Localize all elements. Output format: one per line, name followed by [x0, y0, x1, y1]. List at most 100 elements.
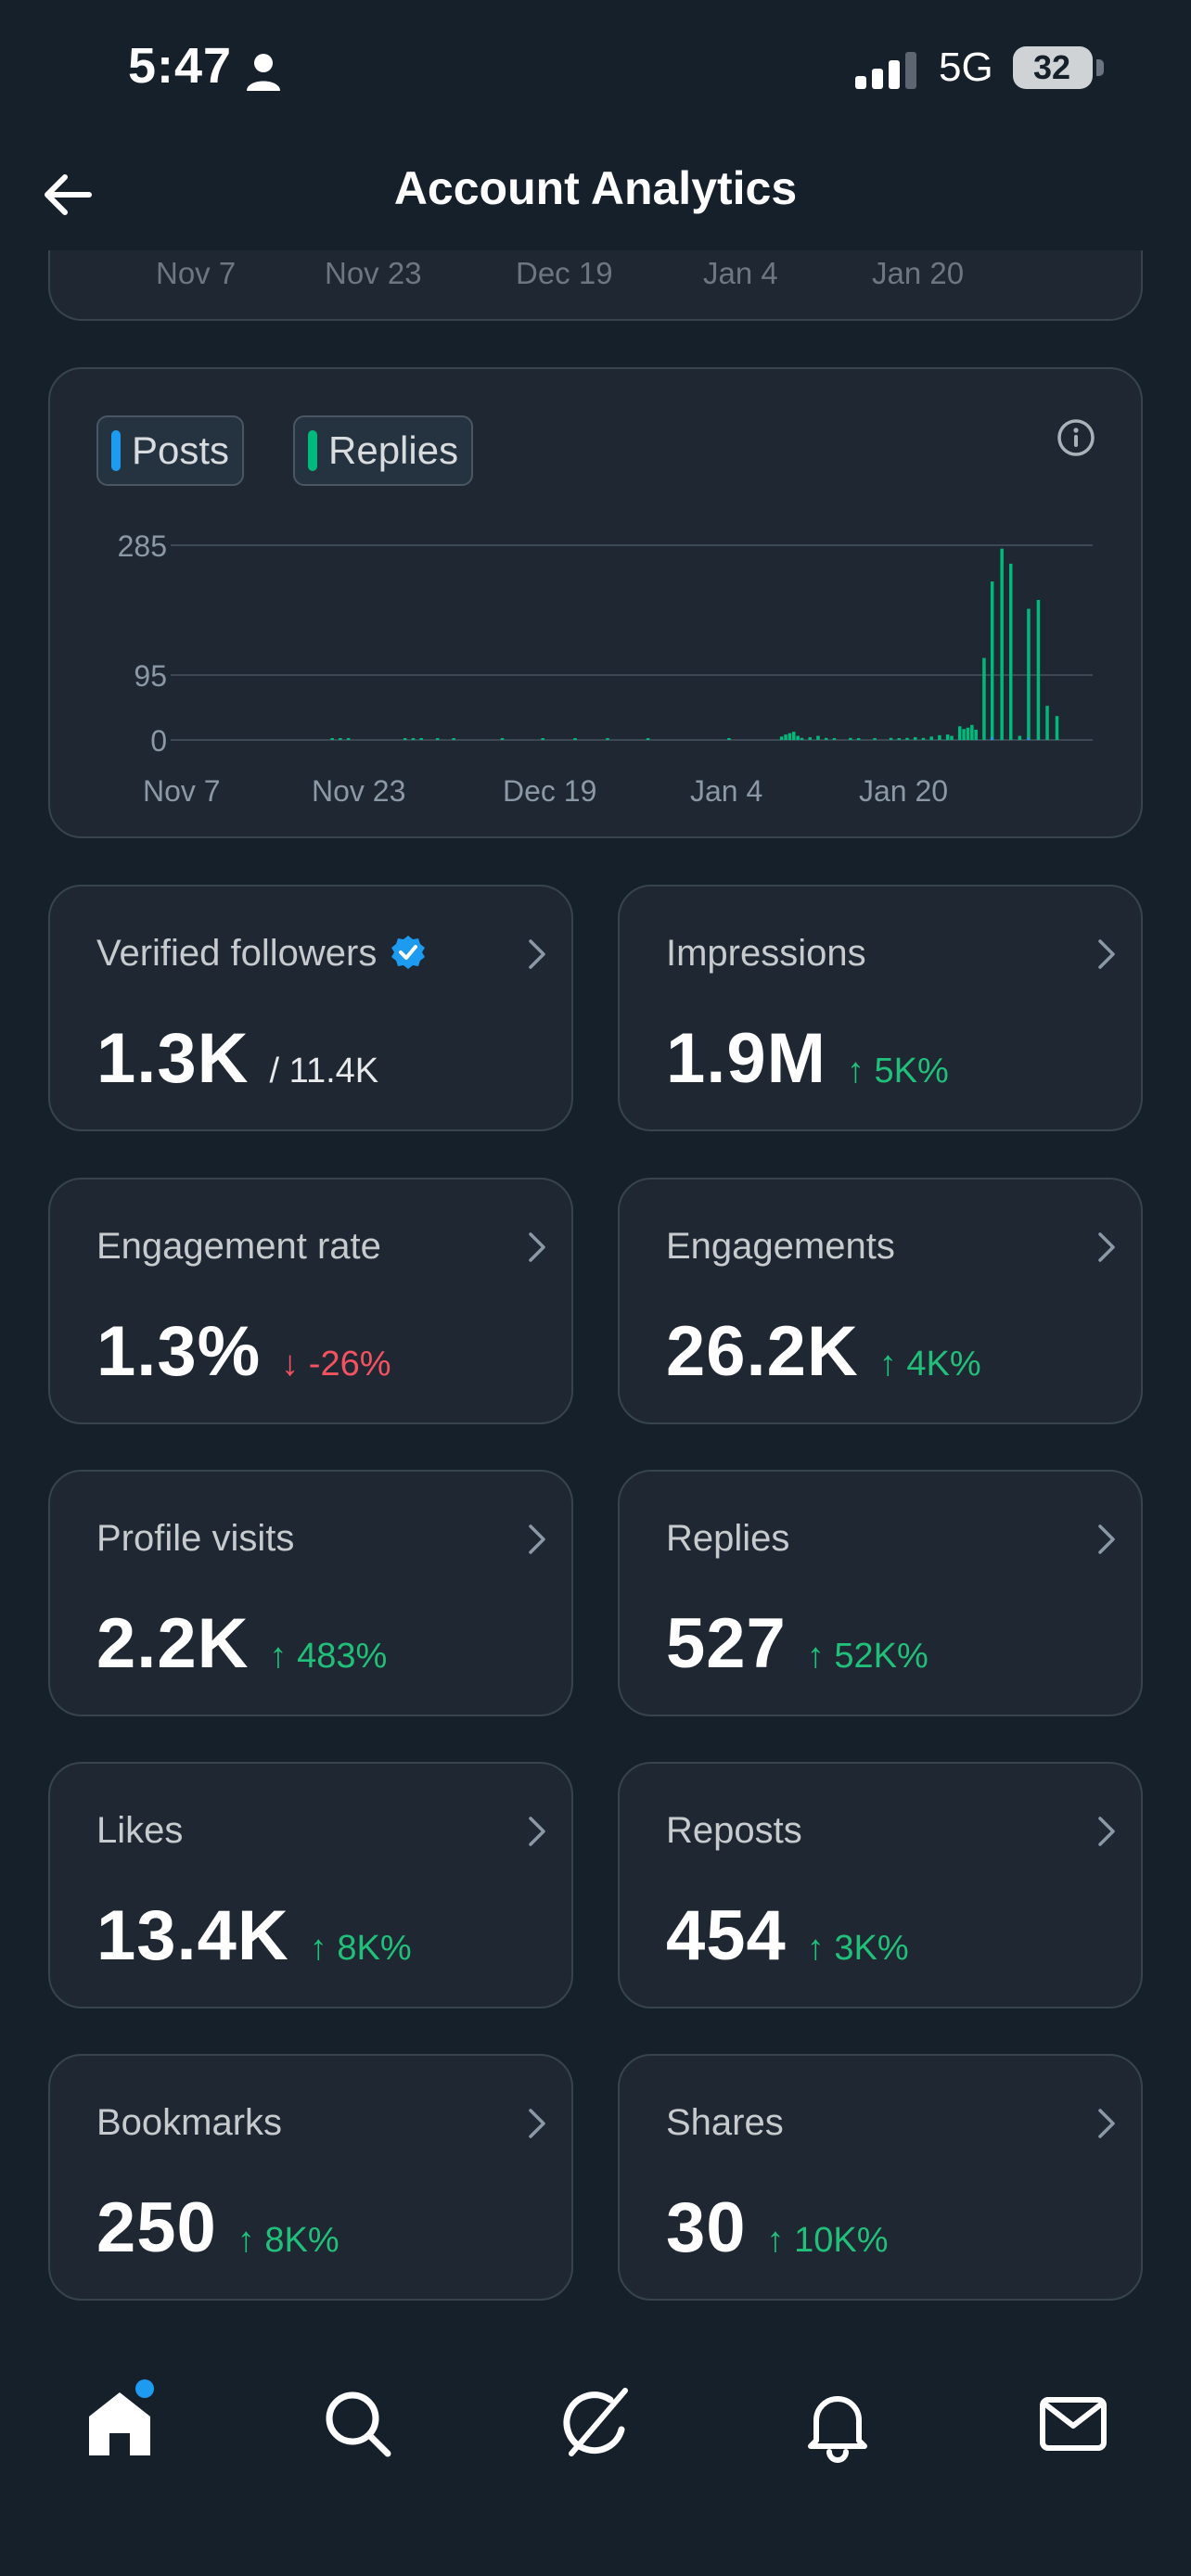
bar-posts: [1027, 737, 1031, 740]
chevron-right-icon: [1098, 1232, 1115, 1262]
metric-change: ↑ 8K%: [309, 1929, 412, 1968]
signal-icon: [855, 52, 916, 89]
metric-label: Engagement rate: [96, 1226, 381, 1267]
y-tick-label: 0: [150, 724, 167, 758]
x-tick-label: Nov 7: [156, 256, 237, 290]
legend-replies[interactable]: Replies: [293, 415, 474, 486]
metric-card-bookmarks[interactable]: Bookmarks 250 ↑ 8K%: [48, 2054, 573, 2301]
bar-replies: [856, 738, 861, 740]
status-bar: 5:47 5G 32: [0, 0, 1191, 139]
bar-replies: [816, 735, 820, 740]
metric-value: 1.3% ↓ -26%: [96, 1312, 391, 1391]
metric-value: 2.2K ↑ 483%: [96, 1604, 388, 1683]
bar-replies: [990, 581, 994, 740]
bar-replies: [573, 738, 577, 740]
bar-replies: [832, 738, 837, 740]
x-tick-label: Jan 20: [859, 774, 948, 808]
bar-replies: [913, 737, 917, 740]
network-label: 5G: [939, 45, 993, 90]
search-icon[interactable]: [315, 2381, 399, 2465]
metric-card-impressions[interactable]: Impressions 1.9M ↑ 5K%: [618, 885, 1143, 1131]
bar-replies: [606, 738, 609, 740]
bar-replies: [419, 738, 423, 740]
bar-replies: [330, 738, 334, 740]
metric-card-engagement-rate[interactable]: Engagement rate 1.3% ↓ -26%: [48, 1178, 573, 1424]
metric-change: ↑ 3K%: [806, 1929, 909, 1968]
x-tick-label: Dec 19: [503, 774, 596, 808]
bar-replies: [945, 734, 950, 740]
battery-cap: [1096, 59, 1104, 76]
grok-icon[interactable]: [555, 2381, 638, 2465]
y-tick-label: 95: [134, 659, 167, 693]
metric-card-engagements[interactable]: Engagements 26.2K ↑ 4K%: [618, 1178, 1143, 1424]
bar-posts: [990, 737, 993, 740]
metric-label: Impressions: [666, 933, 866, 974]
legend-swatch-posts: [111, 430, 121, 471]
metric-card-replies[interactable]: Replies 527 ↑ 52K%: [618, 1470, 1143, 1716]
metric-card-reposts[interactable]: Reposts 454 ↑ 3K%: [618, 1762, 1143, 2009]
bar-replies: [974, 729, 978, 740]
bar-replies: [929, 736, 933, 740]
page-title: Account Analytics: [393, 162, 798, 214]
chevron-right-icon: [529, 1232, 545, 1262]
metric-value: 454 ↑ 3K%: [666, 1896, 909, 1975]
x-tick-label: Nov 23: [325, 256, 422, 290]
battery-icon: 32: [1013, 46, 1093, 89]
metric-value: 13.4K ↑ 8K%: [96, 1896, 412, 1975]
metric-label: Shares: [666, 2102, 784, 2143]
home-icon[interactable]: [78, 2381, 161, 2465]
metric-total: / 11.4K: [269, 1052, 379, 1090]
chevron-right-icon: [529, 939, 545, 969]
bar-replies: [779, 736, 784, 740]
metric-label: Engagements: [666, 1226, 895, 1267]
x-tick-label: Jan 4: [690, 774, 762, 808]
metric-change: ↓ -26%: [281, 1345, 391, 1384]
bar-replies: [1008, 563, 1013, 740]
bar-replies: [1045, 706, 1049, 740]
bar-replies: [796, 735, 800, 740]
bar-replies: [1055, 716, 1059, 740]
previous-chart-x-axis: Nov 7 Nov 23 Dec 19 Jan 4 Jan 20: [50, 256, 1141, 302]
bar-replies: [982, 657, 986, 740]
back-arrow-icon[interactable]: [33, 159, 104, 230]
x-tick-label: Nov 7: [143, 774, 221, 808]
bar-replies: [905, 737, 909, 740]
bell-icon[interactable]: [796, 2381, 879, 2465]
chevron-right-icon: [1098, 2109, 1115, 2138]
y-tick-label: 285: [118, 529, 167, 563]
metric-card-verified-followers[interactable]: Verified followers 1.3K/ 11.4K: [48, 885, 573, 1131]
bar-replies: [962, 729, 966, 740]
notification-dot: [135, 2379, 154, 2398]
bar-replies: [1000, 548, 1004, 740]
metric-label: Reposts: [666, 1810, 802, 1851]
bar-replies: [788, 733, 792, 740]
metric-change: ↑ 52K%: [806, 1637, 928, 1676]
metric-change: ↑ 5K%: [846, 1052, 949, 1090]
metric-value: 250 ↑ 8K%: [96, 2188, 339, 2267]
bar-replies: [873, 738, 877, 740]
bar-replies: [849, 737, 852, 740]
metric-label: Verified followers: [96, 933, 427, 975]
legend-label: Replies: [328, 428, 459, 472]
chevron-right-icon: [529, 1817, 545, 1846]
chevron-right-icon: [1098, 939, 1115, 969]
metric-value: 26.2K ↑ 4K%: [666, 1312, 981, 1391]
metric-card-likes[interactable]: Likes 13.4K ↑ 8K%: [48, 1762, 573, 2009]
metric-card-profile-visits[interactable]: Profile visits 2.2K ↑ 483%: [48, 1470, 573, 1716]
bar-replies: [950, 735, 954, 740]
chevron-right-icon: [1098, 1524, 1115, 1554]
metric-label: Profile visits: [96, 1518, 295, 1559]
bar-replies: [1027, 608, 1031, 740]
bottom-nav: [0, 2353, 1191, 2576]
bar-replies: [403, 738, 407, 740]
mail-icon[interactable]: [1031, 2381, 1115, 2465]
bar-replies: [957, 726, 962, 740]
bar-replies: [800, 737, 804, 740]
bar-replies: [646, 738, 650, 740]
status-time: 5:47: [128, 38, 233, 94]
info-icon[interactable]: [1056, 417, 1096, 458]
activity-chart: 285 95 0 Nov 7 Nov 23 Dec 19 Jan 4 Jan 20: [118, 529, 1093, 808]
legend-posts[interactable]: Posts: [96, 415, 245, 486]
metric-card-shares[interactable]: Shares 30 ↑ 10K%: [618, 2054, 1143, 2301]
